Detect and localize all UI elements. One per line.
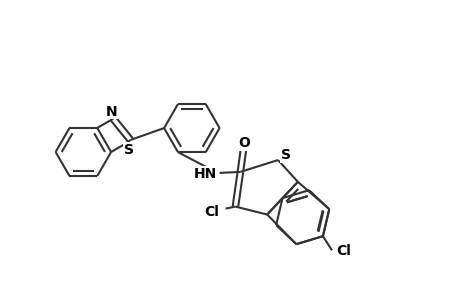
Text: N: N (105, 105, 117, 119)
Text: Cl: Cl (336, 244, 351, 258)
Text: O: O (238, 136, 250, 150)
Text: S: S (280, 148, 291, 162)
Text: Cl: Cl (204, 205, 218, 218)
Text: HN: HN (194, 167, 217, 181)
Text: S: S (124, 143, 134, 157)
